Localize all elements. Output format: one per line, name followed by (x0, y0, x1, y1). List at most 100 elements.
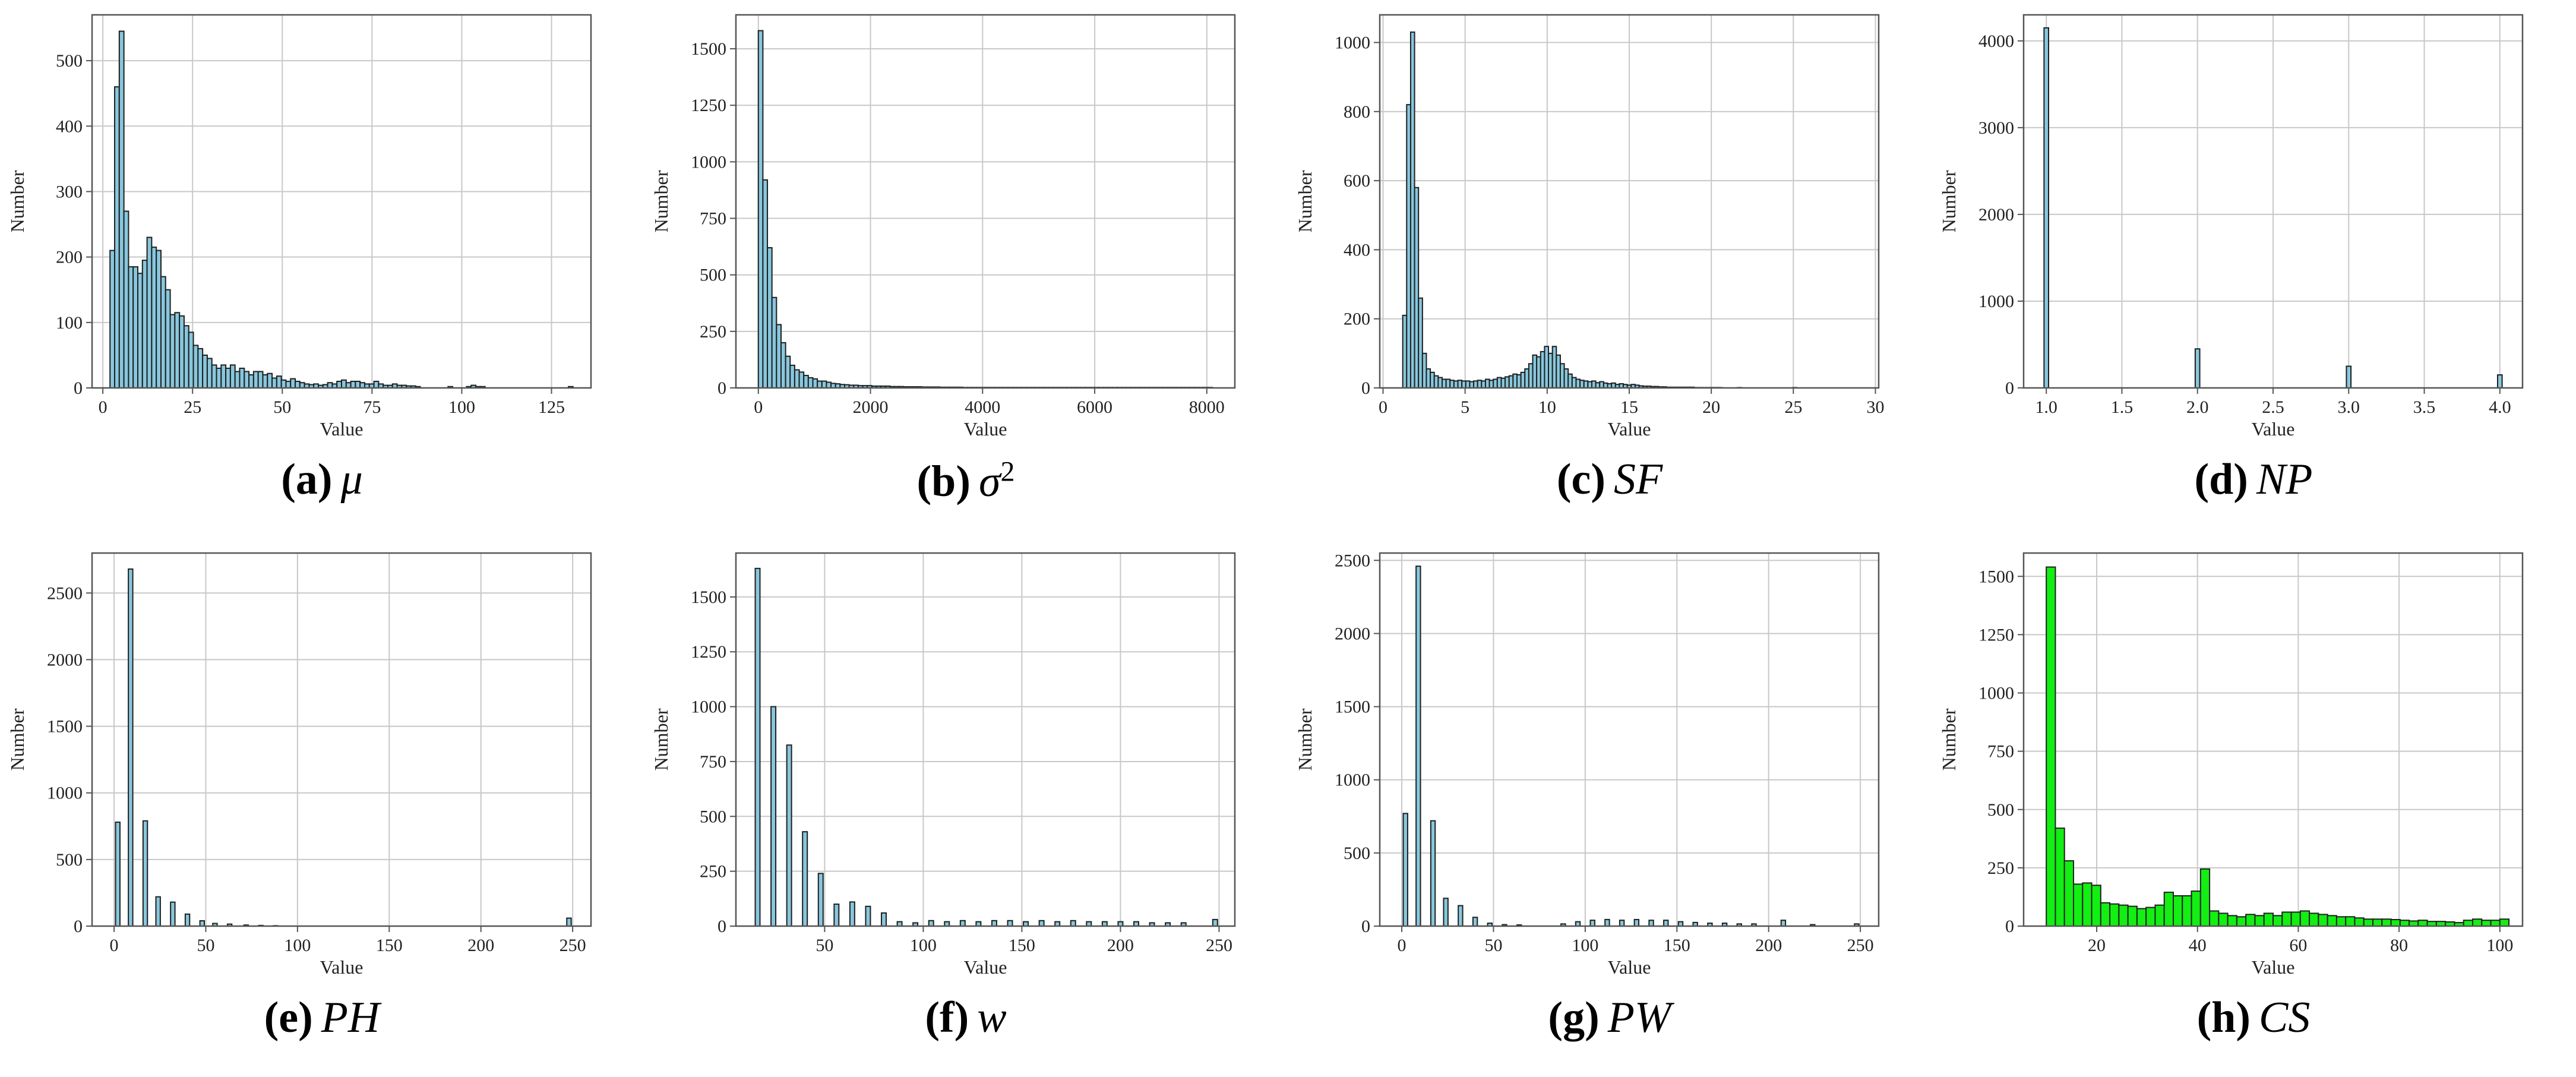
x-tick-label: 2.5 (2262, 397, 2284, 417)
y-tick-label: 500 (1344, 844, 1370, 863)
histogram-bar (2163, 892, 2174, 927)
x-tick-label: 100 (910, 936, 937, 955)
histogram-bar (1589, 920, 1595, 927)
x-tick-label: 1.5 (2111, 397, 2134, 417)
x-axis-label: Value (2252, 418, 2295, 440)
y-tick-label: 3000 (1978, 118, 2014, 138)
panel-caption: (g) PW (1288, 996, 1932, 1040)
x-tick-label: 200 (1755, 936, 1782, 955)
histogram-bar (2145, 907, 2156, 927)
y-tick-label: 250 (700, 322, 726, 342)
y-axis-label: Number (1938, 170, 1959, 232)
histogram-bar (794, 369, 800, 389)
y-tick-label: 1250 (1978, 625, 2014, 645)
x-tick-label: 6000 (1077, 397, 1112, 417)
histogram-bar (1402, 813, 1408, 927)
y-tick-label: 0 (74, 378, 83, 398)
histogram-bar (798, 371, 805, 389)
y-axis-label: Number (650, 170, 672, 232)
caption-symbol: σ2 (978, 456, 1015, 506)
histogram-b: 0 2000 4000 6000 8000 0 250 500 750 1000 1250 1500 V… (650, 14, 1236, 440)
caption-label: (a) (281, 455, 333, 504)
panel-h: 20 40 60 80 100 0 250 500 750 1000 1250 1500 Value Nu… (1932, 538, 2575, 1076)
histogram-bar (2390, 919, 2401, 927)
histogram-bar (1780, 920, 1787, 927)
panel-g: 0 50 100 150 200 250 0 500 1000 1500 2000 2500 Value… (1288, 538, 1932, 1076)
histogram-bar (2182, 895, 2192, 927)
histogram-bar (118, 30, 125, 389)
histogram-bar (128, 568, 134, 927)
x-axis-label: Value (964, 956, 1007, 978)
histogram-bar (2209, 910, 2220, 927)
histogram-bar (2327, 915, 2337, 927)
x-axis-label: Value (1608, 418, 1651, 440)
histogram-bar (2346, 365, 2352, 389)
y-tick-label: 600 (1344, 171, 1370, 191)
histogram-bar (225, 367, 231, 389)
histogram-bar (2490, 920, 2501, 927)
histogram-bar (2372, 918, 2383, 927)
caption-label: (g) (1548, 993, 1600, 1042)
y-tick-label: 2000 (47, 650, 83, 669)
y-tick-label: 500 (700, 807, 726, 826)
histogram-bar (2272, 915, 2283, 927)
caption-label: (h) (2196, 993, 2251, 1042)
y-tick-label: 500 (1987, 800, 2014, 820)
histogram-bar (2399, 920, 2410, 927)
x-tick-label: 50 (273, 397, 291, 417)
histogram-bar (244, 371, 250, 389)
panel-caption: (e) PH (0, 996, 644, 1040)
panel-f: 50 100 150 200 250 0 250 500 750 1000 1250 1500 Valu… (644, 538, 1288, 1076)
plot-frame (735, 14, 1236, 389)
x-tick-label: 50 (816, 936, 833, 955)
x-tick-label: 80 (2390, 936, 2408, 955)
panel-e: 0 50 100 150 200 250 0 500 1000 1500 2000 2500 Value… (0, 538, 644, 1076)
x-tick-label: 40 (2189, 936, 2207, 955)
x-tick-label: 50 (1484, 936, 1502, 955)
histogram-bar (757, 30, 764, 389)
histogram-bar (2409, 920, 2419, 927)
histogram-bar (271, 377, 277, 389)
plot-frame (2022, 552, 2524, 927)
y-tick-label: 2000 (1335, 624, 1370, 643)
x-tick-label: 0 (110, 936, 119, 955)
histogram-f: 50 100 150 200 250 0 250 500 750 1000 1250 1500 Valu… (650, 552, 1236, 978)
histogram-bar (359, 382, 365, 389)
histogram-c: 0 5 10 15 20 25 30 0 200 400 600 800 1000 Value Number (1294, 14, 1884, 440)
histogram-bar (786, 744, 792, 927)
histogram-bar (345, 382, 352, 389)
histogram-bar (2055, 828, 2065, 927)
x-tick-label: 100 (448, 397, 475, 417)
histogram-bar (355, 380, 361, 389)
y-axis-label: Number (1294, 170, 1316, 232)
histogram-g: 0 50 100 150 200 25005001000150020002500Value… (1294, 551, 1880, 978)
histogram-bar (229, 364, 236, 389)
histogram-bar (2499, 918, 2510, 927)
y-tick-label: 1000 (1335, 770, 1370, 790)
x-axis-label: Value (320, 418, 364, 440)
histogram-bar (211, 364, 217, 389)
y-tick-label: 250 (1987, 858, 2014, 878)
histogram-bar (2263, 912, 2274, 927)
y-tick-label: 500 (56, 51, 83, 71)
x-tick-label: 200 (1107, 936, 1134, 955)
x-tick-label: 250 (560, 936, 586, 955)
y-tick-label: 0 (1361, 378, 1370, 398)
caption-superscript: 2 (1000, 456, 1015, 487)
histogram-bar (770, 706, 777, 927)
y-tick-label: 500 (56, 850, 83, 870)
caption-label: (c) (1556, 455, 1605, 504)
plot-frame (91, 552, 592, 927)
histogram-bar (1415, 566, 1421, 927)
histogram-bar (206, 358, 213, 389)
caption-symbol: CS (2259, 993, 2311, 1042)
y-tick-label: 200 (1344, 309, 1370, 329)
caption-label: (f) (925, 993, 969, 1042)
y-tick-label: 0 (1361, 917, 1370, 936)
histogram-bar (220, 364, 227, 389)
x-axis-label: Value (2252, 956, 2295, 978)
histogram-bar (341, 379, 347, 389)
x-tick-label: 15 (1620, 397, 1638, 417)
y-tick-label: 1500 (691, 588, 726, 607)
histogram-d: 1.0 1.5 2.0 2.5 3.0 3.5 4.0 0 1000 2000 3000 4000 Va… (1938, 14, 2524, 440)
